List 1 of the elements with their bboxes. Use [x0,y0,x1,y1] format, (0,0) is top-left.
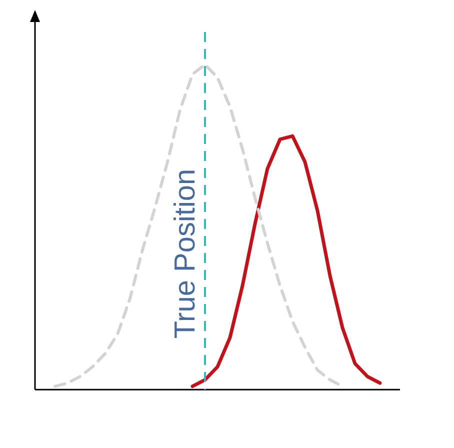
annotation: True Position [170,168,202,339]
